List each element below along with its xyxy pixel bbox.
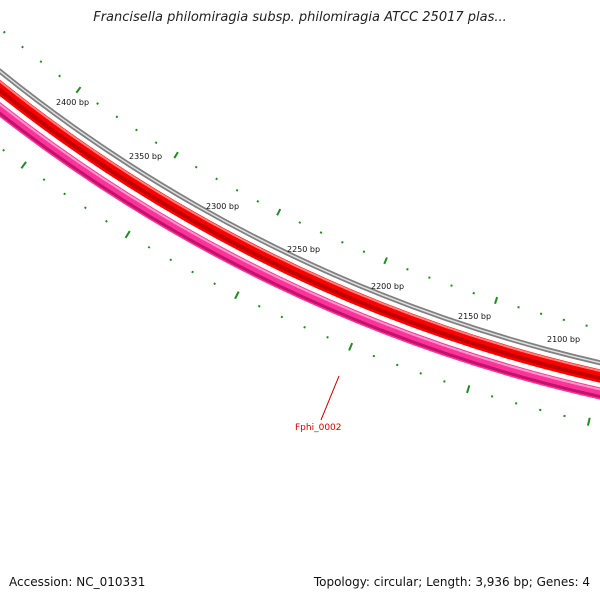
minor-tick-mark (58, 74, 61, 78)
major-tick-mark (586, 417, 591, 426)
minor-tick-mark (490, 395, 494, 398)
inner-tick-marks (2, 148, 591, 426)
reverse-gene-arc[interactable] (0, 100, 600, 430)
minor-tick-mark (257, 304, 261, 308)
minor-tick-mark (256, 200, 260, 203)
minor-tick-mark (154, 141, 158, 145)
minor-tick-mark (215, 177, 218, 181)
gene-label-leader-line (320, 375, 340, 421)
map-title: Francisella philomiragia subsp. philomir… (93, 10, 507, 25)
minor-tick-mark (341, 240, 344, 244)
minor-tick-mark (319, 231, 323, 234)
minor-tick-mark (428, 276, 431, 279)
minor-tick-mark (2, 148, 6, 152)
minor-tick-mark (235, 188, 239, 192)
minor-tick-mark (303, 325, 306, 329)
minor-tick-mark (21, 45, 24, 49)
minor-tick-mark (105, 219, 108, 223)
minor-tick-mark (539, 312, 543, 315)
major-tick-mark (466, 385, 471, 394)
major-tick-mark (20, 161, 27, 169)
minor-tick-mark (298, 221, 302, 224)
forward-gene-arc-highlight (0, 80, 600, 372)
forward-gene-arc-shade (0, 87, 600, 381)
major-tick-mark (494, 296, 499, 305)
major-tick-mark (276, 208, 282, 216)
tick-label: 2250 bp (287, 245, 320, 254)
minor-tick-mark (472, 291, 475, 295)
minor-tick-mark (450, 284, 453, 287)
minor-tick-mark (169, 258, 173, 262)
minor-tick-mark (326, 335, 329, 339)
minor-tick-mark (213, 282, 216, 286)
major-tick-mark (173, 151, 179, 159)
minor-tick-mark (115, 115, 119, 119)
reverse-gene-arc-highlight (0, 103, 600, 391)
minor-tick-mark (147, 245, 151, 249)
major-tick-mark (383, 257, 388, 265)
minor-tick-mark (362, 250, 366, 253)
minor-tick-mark (562, 318, 566, 322)
major-tick-mark (75, 86, 82, 94)
outer-tick-marks (2, 30, 588, 327)
tick-label: 2200 bp (371, 282, 404, 291)
plasmid-backbone (0, 68, 600, 366)
tick-label: 2400 bp (56, 98, 89, 107)
tick-label: 2100 bp (547, 335, 580, 344)
minor-tick-mark (517, 306, 520, 309)
minor-tick-mark (2, 30, 6, 34)
major-tick-mark (124, 230, 131, 239)
reverse-gene-arc-shade (0, 111, 600, 399)
tick-labels: 2400 bp 2350 bp 2300 bp 2250 bp 2200 bp … (56, 98, 580, 344)
minor-tick-mark (514, 402, 518, 405)
minor-tick-mark (372, 354, 376, 358)
minor-tick-mark (63, 192, 67, 196)
minor-tick-mark (84, 206, 87, 210)
minor-tick-mark (42, 178, 46, 182)
minor-tick-mark (406, 268, 409, 271)
minor-tick-mark (443, 380, 446, 383)
topology-summary-text: Topology: circular; Length: 3,936 bp; Ge… (313, 575, 590, 589)
tick-label: 2300 bp (206, 202, 239, 211)
forward-gene-arc[interactable] (0, 0, 600, 413)
minor-tick-mark (96, 102, 99, 105)
major-tick-mark (348, 342, 354, 351)
minor-tick-mark (539, 408, 542, 412)
tick-label: 2350 bp (129, 152, 162, 161)
major-tick-mark (234, 291, 240, 300)
minor-tick-mark (191, 270, 194, 274)
tick-label: 2150 bp (458, 312, 491, 321)
gene-label-fphi-0002[interactable]: Fphi_0002 (295, 423, 342, 433)
minor-tick-mark (280, 315, 284, 319)
minor-tick-mark (419, 372, 423, 375)
minor-tick-mark (194, 165, 198, 169)
plasmid-backbone-highlight (0, 70, 600, 364)
accession-text: Accession: NC_010331 (9, 575, 146, 589)
minor-tick-mark (39, 60, 43, 64)
minor-tick-mark (135, 128, 138, 132)
minor-tick-mark (395, 363, 399, 367)
